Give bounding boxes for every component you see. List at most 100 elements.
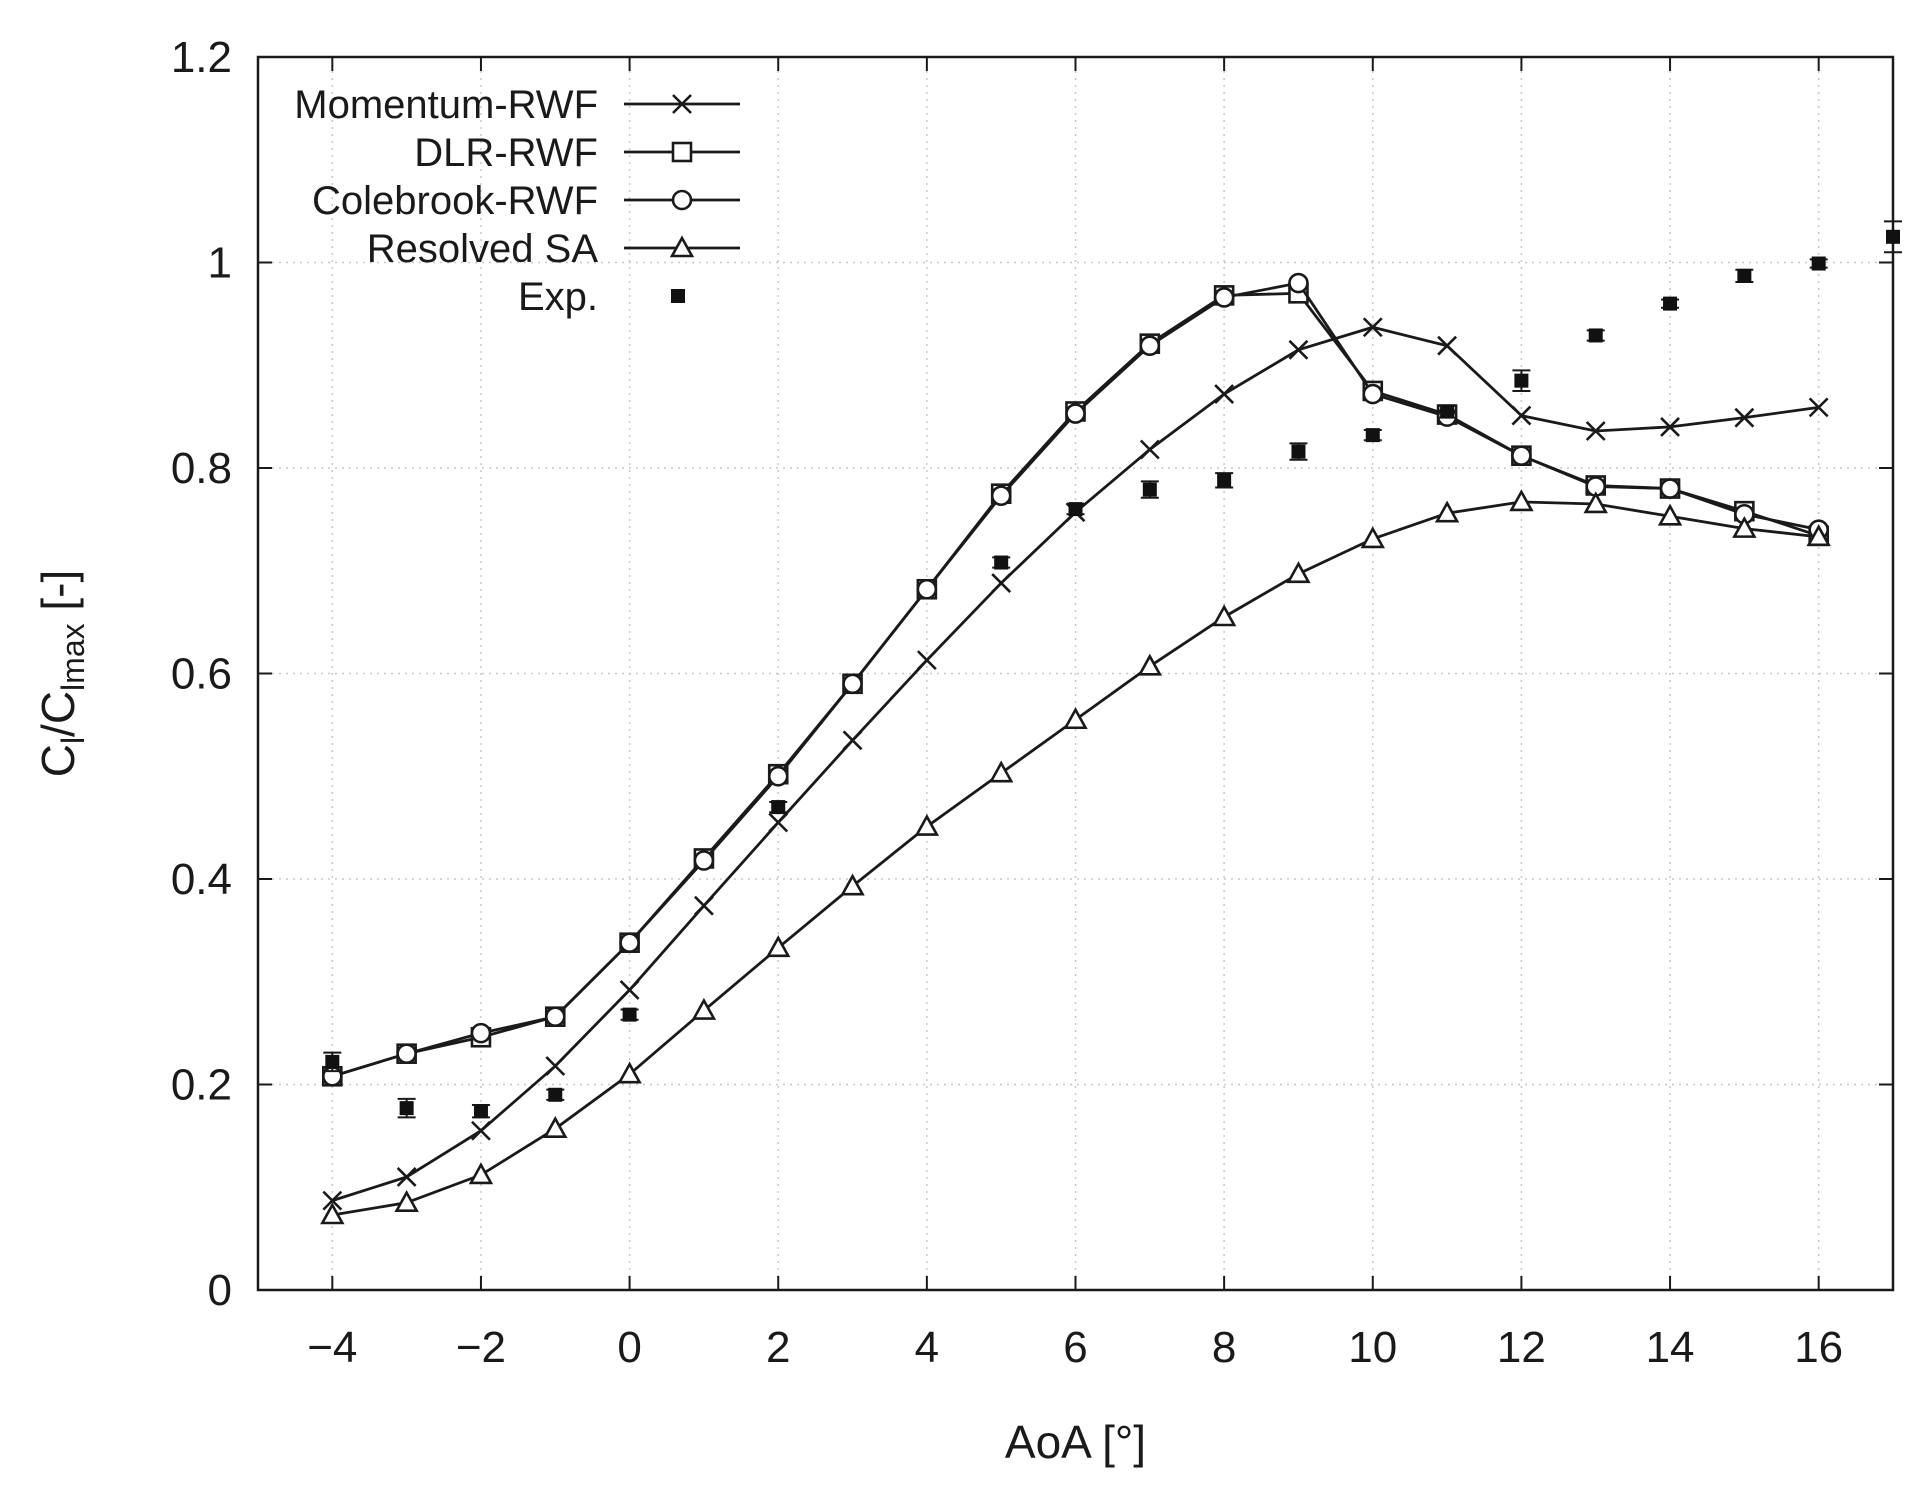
data-point-momentum-rwf: [322, 1190, 343, 1211]
data-point-colebrook-rwf: [916, 578, 938, 600]
data-point-momentum-rwf: [916, 650, 937, 671]
x-tick-label: 4: [915, 1323, 939, 1372]
data-point-colebrook-rwf: [693, 850, 715, 871]
data-point-momentum-rwf-stroke-b: [693, 895, 714, 916]
data-point-exp: [325, 1054, 340, 1069]
data-point-momentum-rwf: [768, 812, 789, 833]
data-point-momentum-rwf: [396, 1167, 417, 1187]
data-point-resolved-sa: [1286, 561, 1311, 584]
data-point-resolved-sa: [1211, 604, 1237, 627]
data-point-colebrook-rwf: [1362, 383, 1384, 405]
y-axis-label-sub1: l: [55, 737, 91, 744]
legend-marker-exp: [671, 289, 685, 303]
data-point-resolved-sa: [1732, 515, 1757, 538]
data-point-momentum-rwf-stroke-b: [545, 1056, 566, 1076]
series-momentum-rwf: [322, 317, 1829, 1211]
data-point-exp: [1663, 296, 1678, 311]
y-tick-label: 0.4: [171, 855, 232, 904]
data-point-colebrook-rwf: [1288, 272, 1309, 294]
data-point-momentum-rwf-stroke-b: [471, 1120, 491, 1141]
data-point-momentum-rwf-stroke-b: [1808, 397, 1829, 418]
data-point-exp: [622, 1007, 637, 1022]
legend-entry-resolved-sa: Resolved SA: [367, 227, 740, 271]
data-point-momentum-rwf-stroke-b: [1660, 416, 1680, 437]
y-axis-label: Cl/Clmax [-]: [32, 570, 91, 778]
data-point-exp: [1811, 256, 1826, 271]
data-point-exp: [399, 1101, 414, 1116]
x-tick-label: 2: [766, 1323, 790, 1372]
data-point-momentum-rwf-stroke-b: [768, 812, 789, 833]
data-point-colebrook-rwf: [544, 1006, 566, 1027]
data-point-momentum-rwf: [619, 980, 640, 1000]
data-point-momentum-rwf: [1139, 439, 1160, 460]
data-point-momentum-rwf: [1214, 384, 1235, 404]
data-point-momentum-rwf: [1511, 405, 1532, 426]
x-tick-label: 0: [617, 1323, 641, 1372]
legend-entry-momentum-rwf: Momentum-RWF: [294, 83, 740, 127]
y-axis-tick-labels: 0 0.2 0.4 0.6 0.8 1 1.2: [171, 33, 232, 1315]
data-point-momentum-rwf-stroke-b: [322, 1190, 343, 1211]
x-tick-label: 6: [1063, 1323, 1087, 1372]
legend-label-exp: Exp.: [518, 275, 598, 319]
data-point-colebrook-rwf: [1065, 403, 1086, 424]
legend-label-colebrook-rwf: Colebrook-RWF: [312, 179, 598, 223]
data-point-colebrook-rwf: [470, 1022, 492, 1044]
legend-label-momentum-rwf: Momentum-RWF: [294, 83, 598, 127]
data-point-colebrook-rwf: [842, 673, 863, 695]
legend-marker-momentum-rwf-stroke-b: [672, 94, 692, 114]
data-point-resolved-sa: [1063, 707, 1088, 730]
data-point-momentum-rwf-stroke-b: [916, 650, 937, 671]
data-point-resolved-sa: [468, 1162, 494, 1185]
data-point-exp: [1142, 482, 1157, 497]
series-colebrook-rwf: [322, 272, 1829, 1087]
data-point-exp: [548, 1087, 563, 1102]
data-point-exp: [1440, 404, 1455, 419]
data-point-resolved-sa: [691, 997, 717, 1020]
x-tick-label: 12: [1497, 1323, 1546, 1372]
data-point-colebrook-rwf: [990, 485, 1012, 507]
series-line-momentum-rwf: [331, 325, 1819, 1202]
legend-marker-momentum-rwf: [672, 94, 692, 114]
x-tick-label: 10: [1348, 1323, 1397, 1372]
data-point-colebrook-rwf: [1511, 445, 1532, 466]
data-point-momentum-rwf-stroke-b: [396, 1167, 417, 1187]
data-point-momentum-rwf-stroke-b: [1585, 421, 1606, 441]
data-point-resolved-sa: [1657, 503, 1683, 526]
legend-marker-dlr-rwf: [671, 141, 693, 163]
legend-entry-colebrook-rwf: Colebrook-RWF: [312, 179, 740, 223]
y-tick-label: 1: [208, 239, 232, 288]
y-tick-label: 0.6: [171, 650, 232, 699]
data-point-exp: [994, 555, 1009, 570]
data-point-momentum-rwf-stroke-b: [991, 573, 1012, 593]
data-point-exp: [1514, 373, 1529, 388]
y-axis-label-unit: [-]: [32, 570, 84, 624]
data-point-momentum-rwf-stroke-b: [1511, 405, 1532, 426]
data-point-momentum-rwf-stroke-b: [1362, 317, 1383, 338]
x-tick-label: 16: [1794, 1323, 1843, 1372]
data-point-exp: [1068, 502, 1083, 517]
data-point-colebrook-rwf: [619, 932, 640, 954]
legend: Momentum-RWFDLR-RWFColebrook-RWFResolved…: [294, 83, 740, 319]
data-point-resolved-sa: [1806, 524, 1831, 547]
x-axis-label: AoA [°]: [1005, 1416, 1146, 1468]
data-point-resolved-sa: [1137, 653, 1163, 676]
data-point-momentum-rwf-stroke-b: [842, 730, 863, 751]
legend-label-resolved-sa: Resolved SA: [367, 227, 599, 271]
data-point-momentum-rwf: [545, 1056, 566, 1076]
data-point-momentum-rwf: [1585, 421, 1606, 441]
series-layer: [320, 220, 1902, 1225]
legend-marker-resolved-sa: [669, 235, 695, 258]
data-point-momentum-rwf: [1734, 407, 1755, 428]
data-point-resolved-sa: [1434, 500, 1460, 523]
data-point-momentum-rwf-stroke-b: [1734, 407, 1755, 428]
data-point-resolved-sa: [1360, 526, 1385, 549]
tick-marks: [258, 56, 1893, 1291]
data-point-momentum-rwf: [991, 573, 1012, 593]
data-point-momentum-rwf: [471, 1120, 491, 1141]
legend-marker-colebrook-rwf: [671, 189, 693, 211]
data-point-resolved-sa: [320, 1202, 345, 1225]
data-point-colebrook-rwf: [1659, 478, 1681, 499]
data-point-momentum-rwf: [842, 730, 863, 751]
data-point-resolved-sa: [840, 873, 865, 896]
data-point-colebrook-rwf: [1139, 335, 1161, 357]
